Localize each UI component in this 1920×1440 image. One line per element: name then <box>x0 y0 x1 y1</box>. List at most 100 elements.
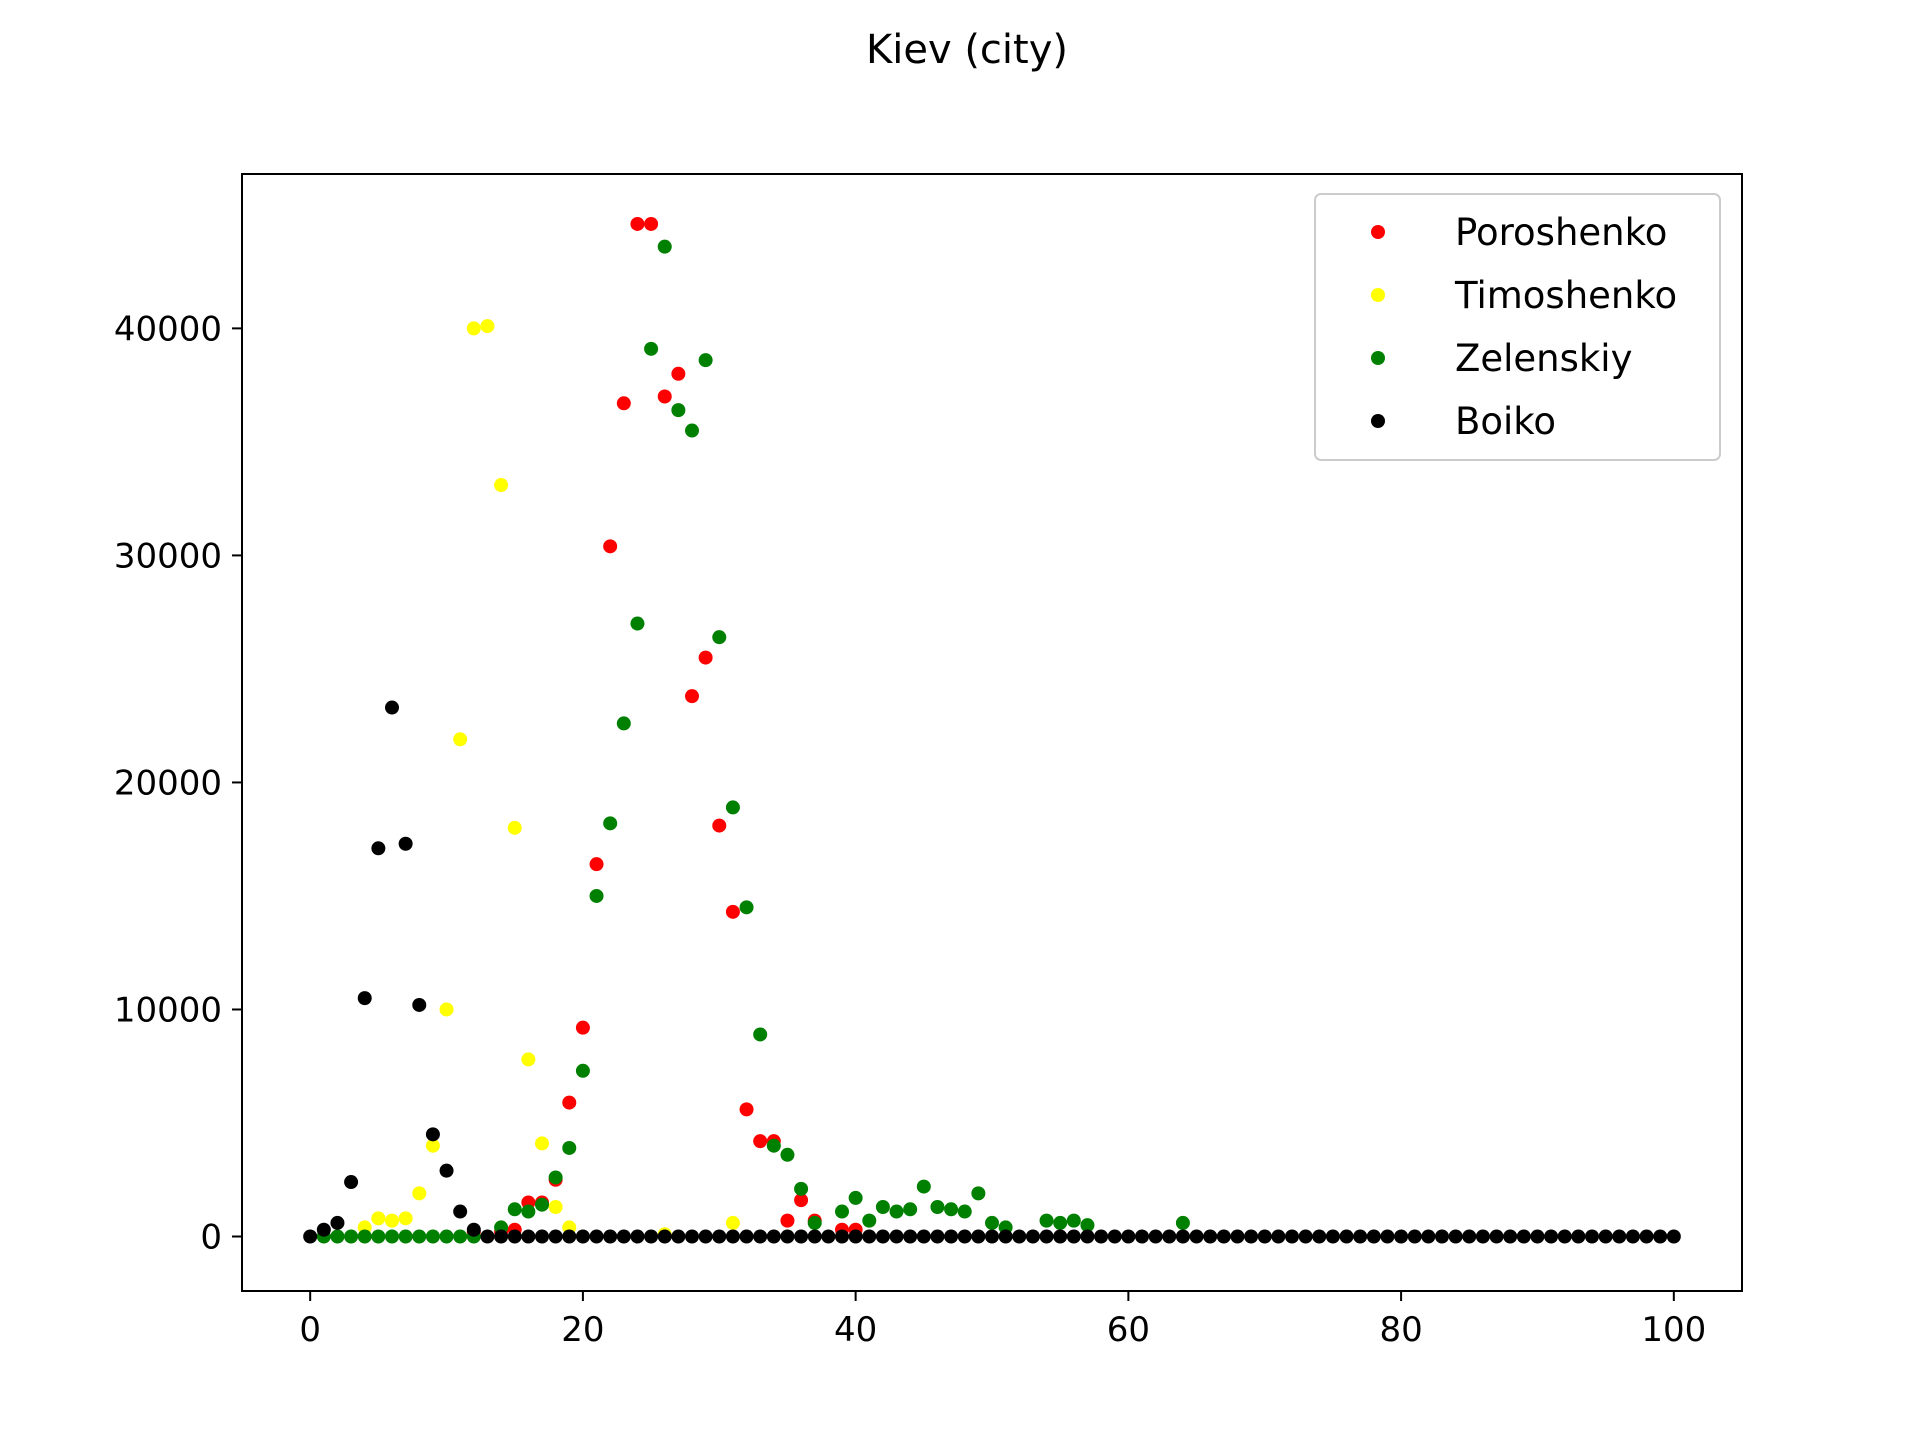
data-point-boiko <box>848 1229 863 1244</box>
data-point-zelenskiy <box>739 900 754 915</box>
data-point-boiko <box>1312 1229 1327 1244</box>
data-point-boiko <box>875 1229 890 1244</box>
data-point-boiko <box>412 997 427 1012</box>
data-point-boiko <box>1353 1229 1368 1244</box>
data-point-boiko <box>753 1229 768 1244</box>
data-point-zelenskiy <box>725 800 740 815</box>
data-point-boiko <box>1162 1229 1177 1244</box>
data-point-zelenskiy <box>794 1181 809 1196</box>
data-point-boiko <box>1257 1229 1272 1244</box>
data-point-boiko <box>1557 1229 1572 1244</box>
data-point-boiko <box>889 1229 904 1244</box>
data-point-boiko <box>1325 1229 1340 1244</box>
data-point-boiko <box>425 1127 440 1142</box>
plot-frame <box>241 173 1743 1292</box>
data-point-zelenskiy <box>425 1229 440 1244</box>
data-point-zelenskiy <box>753 1027 768 1042</box>
data-point-zelenskiy <box>412 1229 427 1244</box>
data-point-zelenskiy <box>971 1186 986 1201</box>
data-point-boiko <box>971 1229 986 1244</box>
data-point-zelenskiy <box>439 1229 454 1244</box>
data-point-boiko <box>821 1229 836 1244</box>
data-point-boiko <box>862 1229 877 1244</box>
data-point-zelenskiy <box>889 1204 904 1219</box>
data-point-timoshenko <box>439 1002 454 1017</box>
data-point-timoshenko <box>725 1215 740 1230</box>
data-point-boiko <box>1148 1229 1163 1244</box>
data-point-boiko <box>1094 1229 1109 1244</box>
data-point-boiko <box>1053 1229 1068 1244</box>
legend-marker-poroshenko <box>1371 225 1385 239</box>
data-point-boiko <box>316 1222 331 1237</box>
chart-title: Kiev (city) <box>866 27 1068 73</box>
data-point-boiko <box>916 1229 931 1244</box>
data-point-zelenskiy <box>371 1229 386 1244</box>
data-point-poroshenko <box>630 216 645 231</box>
data-point-zelenskiy <box>1066 1213 1081 1228</box>
data-point-boiko <box>1462 1229 1477 1244</box>
legend-marker-zelenskiy <box>1371 351 1385 365</box>
data-point-boiko <box>1107 1229 1122 1244</box>
data-point-poroshenko <box>644 216 659 231</box>
data-point-boiko <box>521 1229 536 1244</box>
data-point-zelenskiy <box>507 1202 522 1217</box>
data-point-poroshenko <box>739 1102 754 1117</box>
data-point-boiko <box>944 1229 959 1244</box>
data-point-poroshenko <box>698 650 713 665</box>
data-point-boiko <box>1435 1229 1449 1244</box>
data-point-boiko <box>794 1229 809 1244</box>
data-point-boiko <box>453 1204 468 1219</box>
data-point-boiko <box>1475 1229 1490 1244</box>
data-point-boiko <box>1135 1229 1149 1244</box>
y-tick-label: 40000 <box>114 309 222 349</box>
data-point-timoshenko <box>521 1052 536 1067</box>
data-point-boiko <box>480 1229 495 1244</box>
data-point-boiko <box>466 1222 481 1237</box>
data-point-timoshenko <box>494 478 509 493</box>
legend: Poroshenko Timoshenko Zelenskiy Boiko <box>1314 193 1721 461</box>
x-tick-label: 40 <box>834 1310 877 1350</box>
data-point-zelenskiy <box>1039 1213 1054 1228</box>
x-tick-label: 100 <box>1641 1310 1706 1350</box>
y-tick-label: 0 <box>200 1218 222 1258</box>
data-point-zelenskiy <box>780 1147 795 1162</box>
data-point-timoshenko <box>535 1136 549 1151</box>
data-point-zelenskiy <box>848 1190 863 1205</box>
data-point-zelenskiy <box>1080 1218 1095 1233</box>
data-point-boiko <box>1407 1229 1422 1244</box>
data-point-boiko <box>780 1229 795 1244</box>
data-point-boiko <box>1653 1229 1668 1244</box>
data-point-boiko <box>685 1229 699 1244</box>
data-point-boiko <box>330 1215 345 1230</box>
data-point-boiko <box>1380 1229 1395 1244</box>
data-points <box>303 216 1681 1244</box>
data-point-timoshenko <box>466 321 481 336</box>
data-point-timoshenko <box>425 1138 440 1153</box>
data-point-boiko <box>957 1229 972 1244</box>
legend-label-timoshenko: Timoshenko <box>1454 274 1677 317</box>
data-point-boiko <box>739 1229 754 1244</box>
data-point-zelenskiy <box>385 1229 399 1244</box>
data-point-poroshenko <box>575 1020 590 1035</box>
data-point-boiko <box>671 1229 686 1244</box>
data-point-zelenskiy <box>671 403 686 418</box>
data-point-boiko <box>507 1229 522 1244</box>
data-point-zelenskiy <box>644 341 659 356</box>
data-point-timoshenko <box>480 319 495 334</box>
data-point-zelenskiy <box>344 1229 359 1244</box>
data-point-zelenskiy <box>398 1229 413 1244</box>
data-point-boiko <box>562 1229 577 1244</box>
data-point-boiko <box>1216 1229 1231 1244</box>
data-point-boiko <box>1666 1229 1681 1244</box>
data-point-boiko <box>644 1229 659 1244</box>
data-point-zelenskiy <box>766 1138 781 1153</box>
data-point-zelenskiy <box>807 1215 822 1230</box>
data-point-zelenskiy <box>712 630 727 645</box>
data-point-boiko <box>616 1229 631 1244</box>
data-point-boiko <box>1489 1229 1504 1244</box>
data-point-timoshenko <box>453 732 468 747</box>
data-point-boiko <box>1448 1229 1463 1244</box>
data-point-boiko <box>1244 1229 1259 1244</box>
legend-entries: Poroshenko Timoshenko Zelenskiy Boiko <box>1371 211 1677 443</box>
